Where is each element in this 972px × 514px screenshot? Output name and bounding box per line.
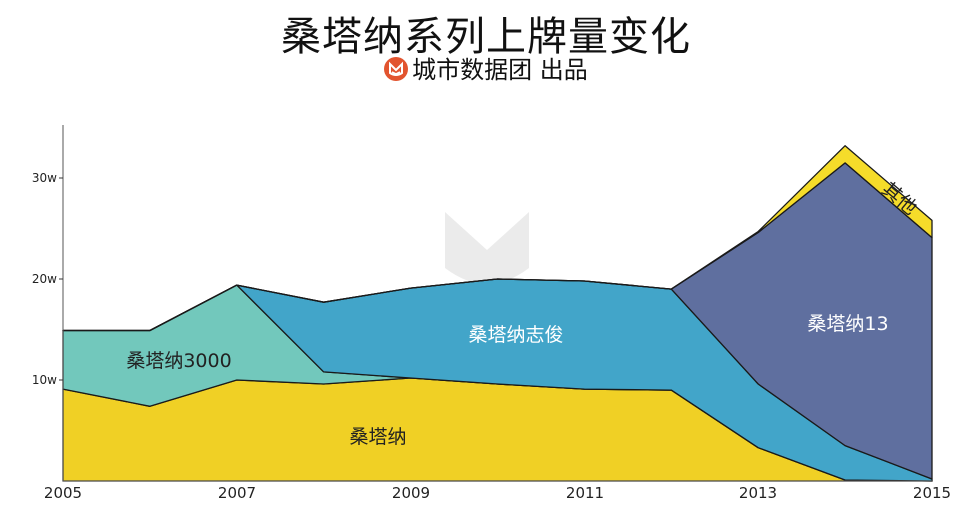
y-tick-30w: 30w [32,171,57,185]
areas-group [62,145,933,482]
x-tick-2013: 2013 [739,484,777,502]
label-santana-3000: 桑塔纳3000 [126,350,231,372]
x-tick-2009: 2009 [392,484,430,502]
watermark-logo-icon [445,212,529,284]
label-santana-13: 桑塔纳13 [807,313,888,335]
area-series-4 [62,145,933,332]
y-tick-10w: 10w [32,373,57,387]
chart-title: 桑塔纳系列上牌量变化 [281,14,691,60]
y-ticks: 10w 20w 30w [32,171,63,387]
x-tick-2011: 2011 [566,484,604,502]
chart-subtitle: 城市数据团 出品 [0,50,972,85]
area-labels: 桑塔纳 桑塔纳3000 桑塔纳志俊 桑塔纳13 其他 [126,178,921,448]
x-ticks: 2005 2007 2009 2011 2013 2015 [44,484,951,502]
subtitle-text: 城市数据团 出品 [412,56,588,84]
label-santana-zhijun: 桑塔纳志俊 [468,324,563,346]
label-santana: 桑塔纳 [349,426,406,448]
x-tick-2015: 2015 [913,484,951,502]
city-data-group-logo-icon [384,57,409,81]
y-tick-20w: 20w [32,272,57,286]
x-tick-2007: 2007 [218,484,256,502]
x-tick-2005: 2005 [44,484,82,502]
